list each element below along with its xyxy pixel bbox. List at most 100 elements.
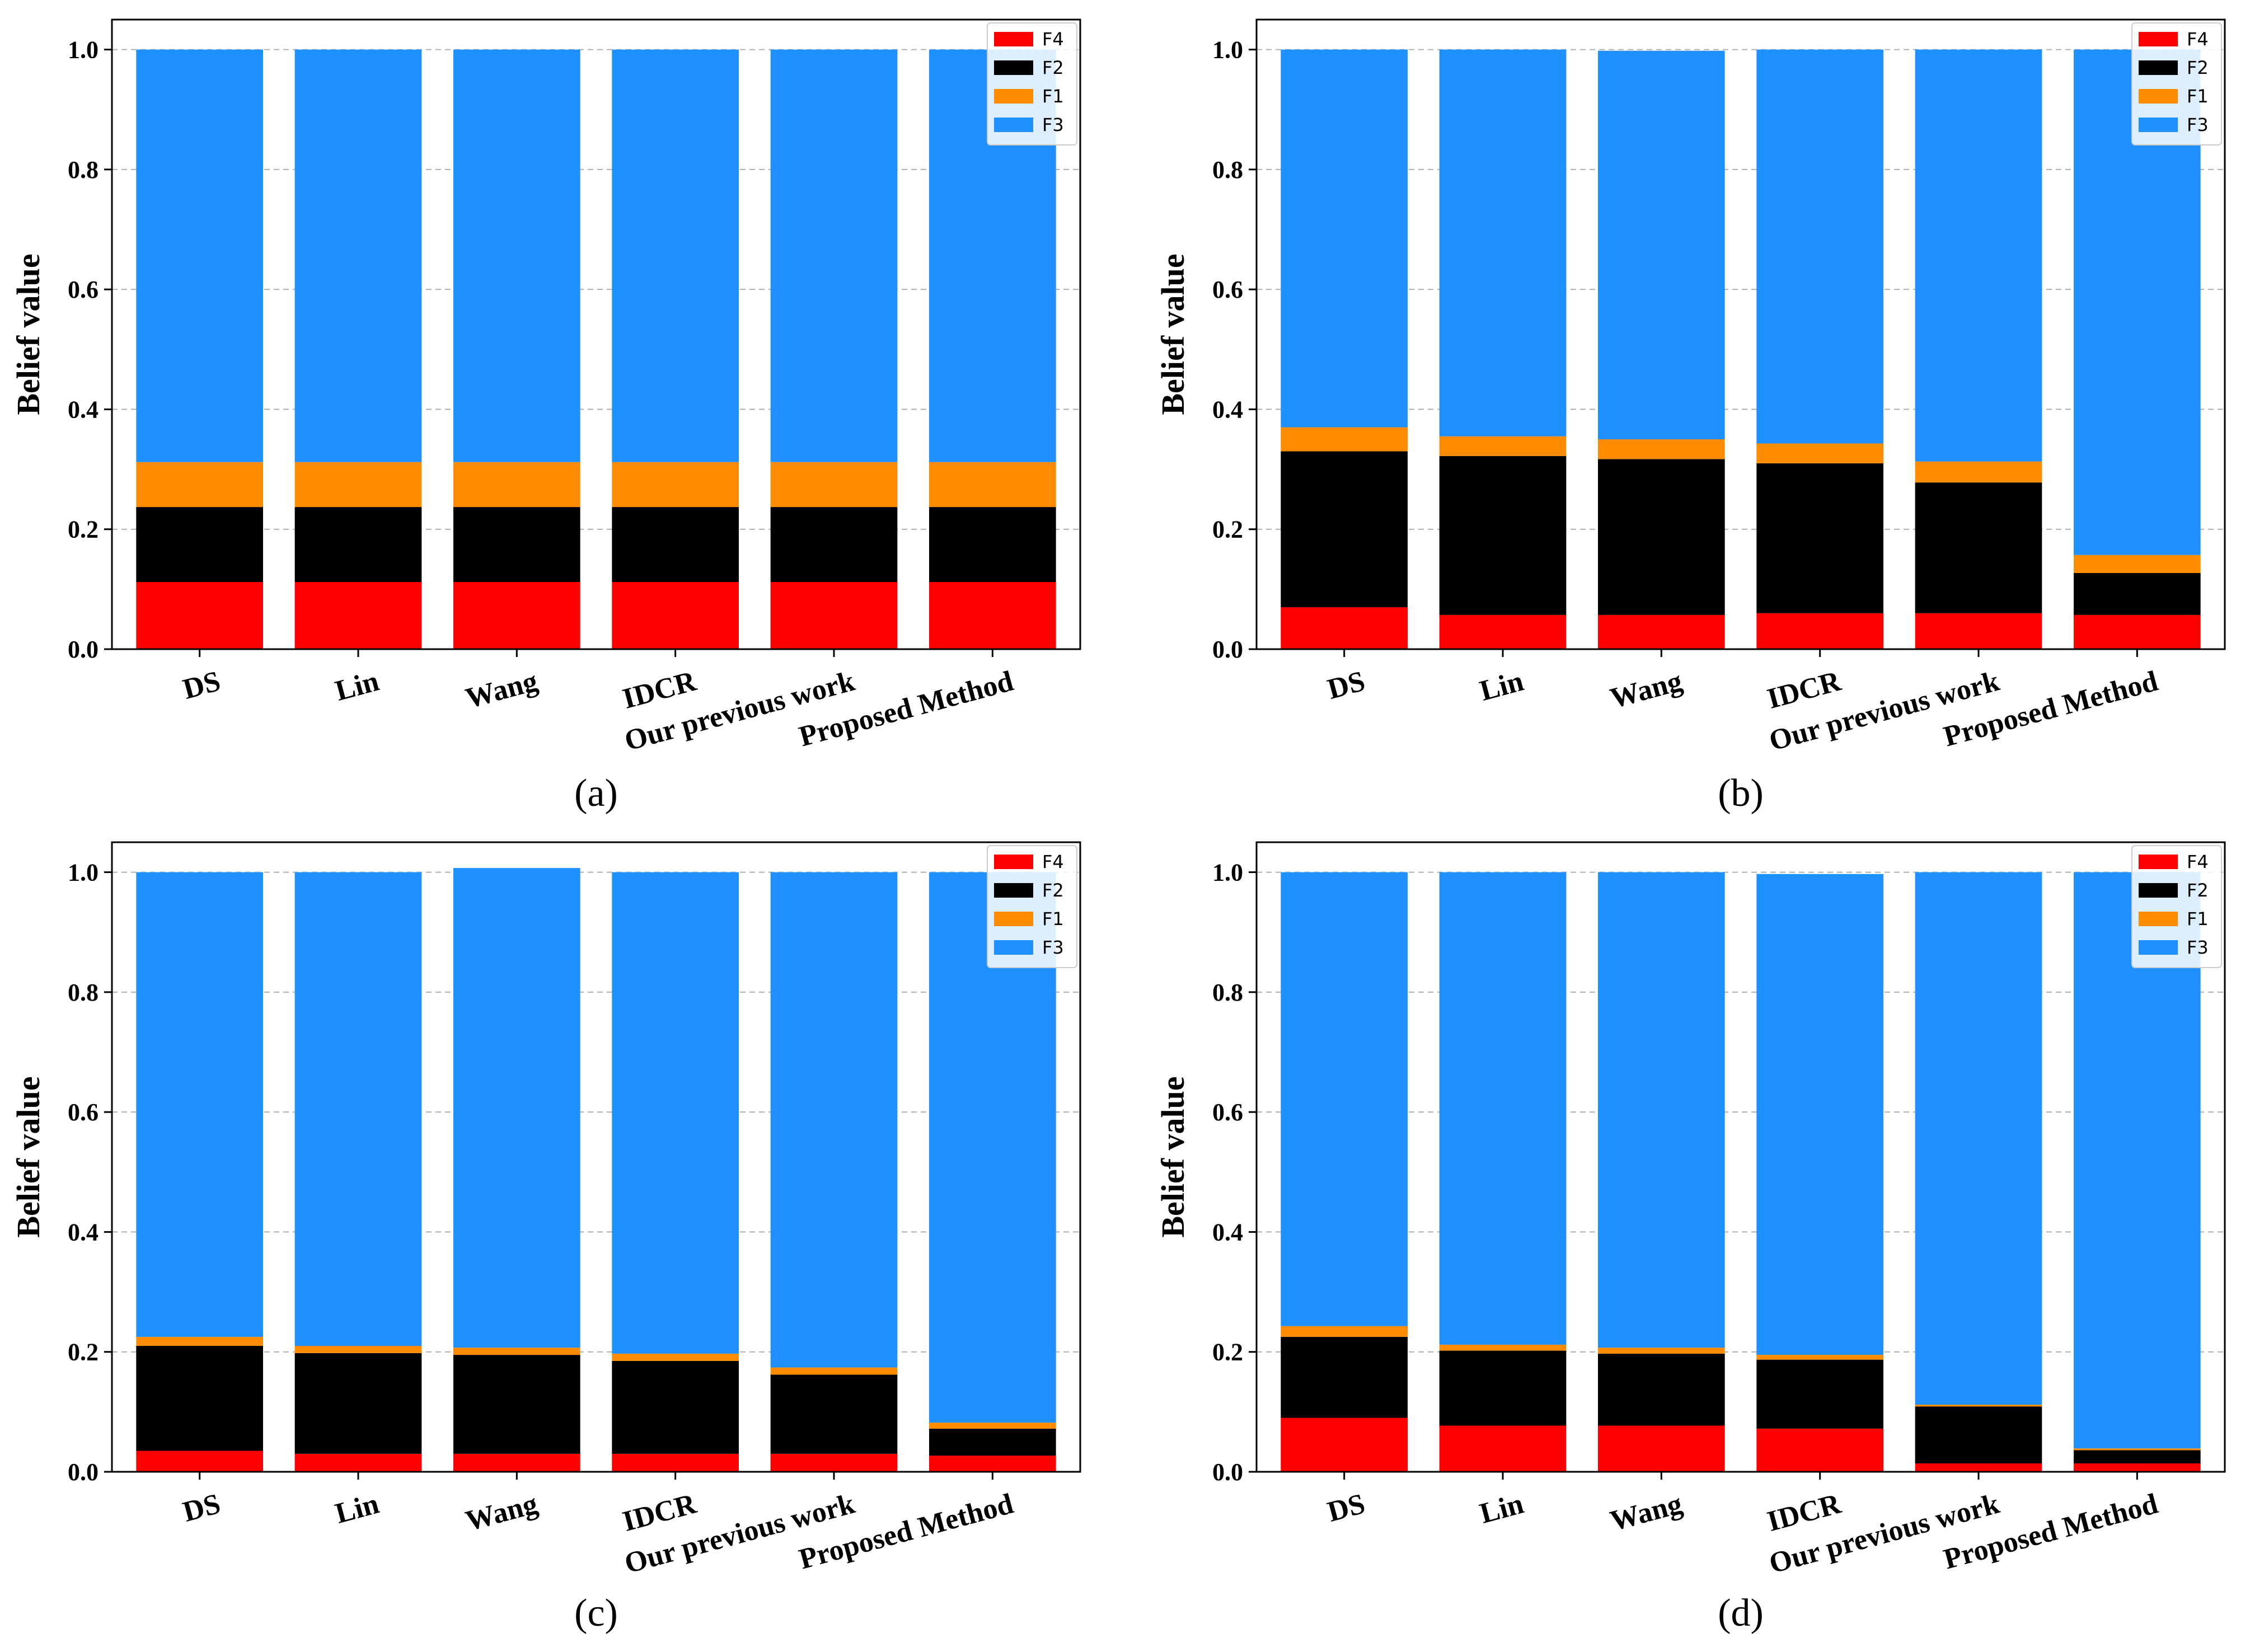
bar-f4-2	[294, 582, 422, 649]
bar-f4-2	[1439, 614, 1567, 649]
x-tick-label: Lin	[1476, 665, 1527, 707]
y-axis-label: Belief value	[1155, 1076, 1191, 1237]
bar-f4-2	[294, 1453, 422, 1472]
y-tick-label: 1.0	[68, 36, 99, 64]
legend-swatch-f2	[994, 60, 1033, 75]
bar-f3-3	[1598, 50, 1725, 439]
bar-f1-6	[929, 462, 1056, 508]
bar-f1-1	[136, 462, 263, 508]
bar-f4-4	[1756, 613, 1883, 649]
x-tick-label: IDCR	[1764, 665, 1845, 715]
bar-f1-2	[294, 462, 422, 508]
x-tick-label: IDCR	[620, 1487, 701, 1538]
bar-f2-1	[136, 1346, 263, 1451]
bar-f3-5	[1915, 49, 2042, 462]
y-tick-label: 0.4	[68, 1218, 99, 1246]
legend-swatch-f3	[994, 940, 1033, 955]
y-tick-label: 0.0	[68, 1458, 99, 1486]
y-tick-label: 0.6	[1212, 1099, 1243, 1126]
bar-f1-2	[1439, 1344, 1567, 1351]
panel-label: (c)	[574, 1592, 618, 1635]
bar-f1-4	[1756, 1355, 1883, 1360]
bar-f1-5	[770, 1367, 898, 1375]
bar-f3-6	[2074, 872, 2201, 1449]
bar-f3-1	[136, 49, 263, 462]
legend-box	[2131, 845, 2222, 968]
bar-f2-4	[1756, 463, 1883, 613]
y-axis-label: Belief value	[10, 1076, 46, 1237]
bar-f1-4	[612, 462, 739, 508]
bar-f3-3	[453, 49, 580, 462]
legend-swatch-f4	[2139, 855, 2178, 869]
bar-f2-5	[770, 507, 898, 582]
legend-label-f1: F1	[1042, 86, 1064, 107]
bar-f4-4	[612, 582, 739, 649]
bar-f1-3	[1598, 439, 1725, 459]
legend-label-f1: F1	[1042, 908, 1064, 930]
legend-label-f4: F4	[1042, 29, 1064, 50]
bar-f2-2	[294, 507, 422, 582]
legend-box	[987, 845, 1077, 968]
x-tick-label: Lin	[332, 665, 382, 707]
y-tick-label: 1.0	[1212, 859, 1243, 886]
bar-f4-3	[1598, 614, 1725, 649]
bar-f3-2	[1439, 872, 1567, 1345]
y-tick-label: 0.2	[1212, 516, 1243, 543]
legend-swatch-f3	[2139, 118, 2178, 132]
legend-swatch-f4	[994, 855, 1033, 869]
x-tick-label: Lin	[1476, 1488, 1527, 1530]
bar-f4-4	[1756, 1428, 1883, 1472]
bar-f3-2	[294, 49, 422, 462]
axes-frame	[111, 18, 1081, 650]
bar-f4-5	[1915, 1463, 2042, 1472]
bar-f2-2	[1439, 456, 1567, 615]
bar-f1-2	[1439, 436, 1567, 456]
x-tick-label: Wang	[1607, 1488, 1685, 1538]
bar-f1-5	[1915, 1405, 2042, 1407]
bar-f1-1	[1281, 1326, 1408, 1337]
legend-swatch-f2	[2139, 883, 2178, 898]
y-tick-label: 0.8	[68, 156, 99, 184]
x-tick-label: Wang	[462, 1488, 541, 1538]
axes-frame	[111, 841, 1081, 1473]
y-tick-label: 0.4	[68, 396, 99, 423]
bar-f4-1	[136, 1451, 263, 1472]
bar-f3-1	[136, 872, 263, 1337]
bar-f3-4	[612, 49, 739, 462]
bar-f4-6	[2074, 1463, 2201, 1472]
bar-f2-3	[1598, 1353, 1725, 1426]
legend: F4 F2 F1 F3	[987, 845, 1077, 968]
bar-f2-6	[929, 507, 1056, 582]
bar-f4-3	[1598, 1425, 1725, 1472]
legend: F4 F2 F1 F3	[987, 22, 1077, 146]
legend-label-f3: F3	[2187, 937, 2209, 958]
bar-f3-4	[1756, 874, 1883, 1355]
bar-f3-5	[770, 49, 898, 462]
bar-f2-1	[136, 507, 263, 582]
y-tick-label: 0.0	[1212, 636, 1243, 663]
y-tick-label: 0.8	[1212, 156, 1243, 184]
legend-swatch-f4	[994, 32, 1033, 46]
legend-label-f4: F4	[2187, 29, 2209, 50]
y-tick-label: 0.4	[1212, 1218, 1243, 1246]
y-tick-label: 0.8	[68, 979, 99, 1006]
legend-label-f3: F3	[1042, 937, 1064, 958]
bar-f2-6	[929, 1428, 1056, 1456]
y-tick-label: 0.2	[68, 516, 99, 543]
y-tick-label: 0.2	[1212, 1339, 1243, 1366]
y-axis-label: Belief value	[1155, 254, 1191, 415]
x-tick-label: DS	[180, 1488, 224, 1528]
panel-label: (d)	[1718, 1592, 1764, 1635]
bar-f3-1	[1281, 49, 1408, 428]
x-tick-label: DS	[180, 665, 224, 706]
bar-f4-5	[770, 582, 898, 649]
y-tick-label: 0.8	[1212, 979, 1243, 1006]
bar-f4-5	[770, 1453, 898, 1472]
bar-f3-5	[770, 872, 898, 1368]
y-tick-label: 0.0	[1212, 1458, 1243, 1486]
bar-f3-5	[1915, 872, 2042, 1405]
bar-f4-4	[612, 1453, 739, 1472]
